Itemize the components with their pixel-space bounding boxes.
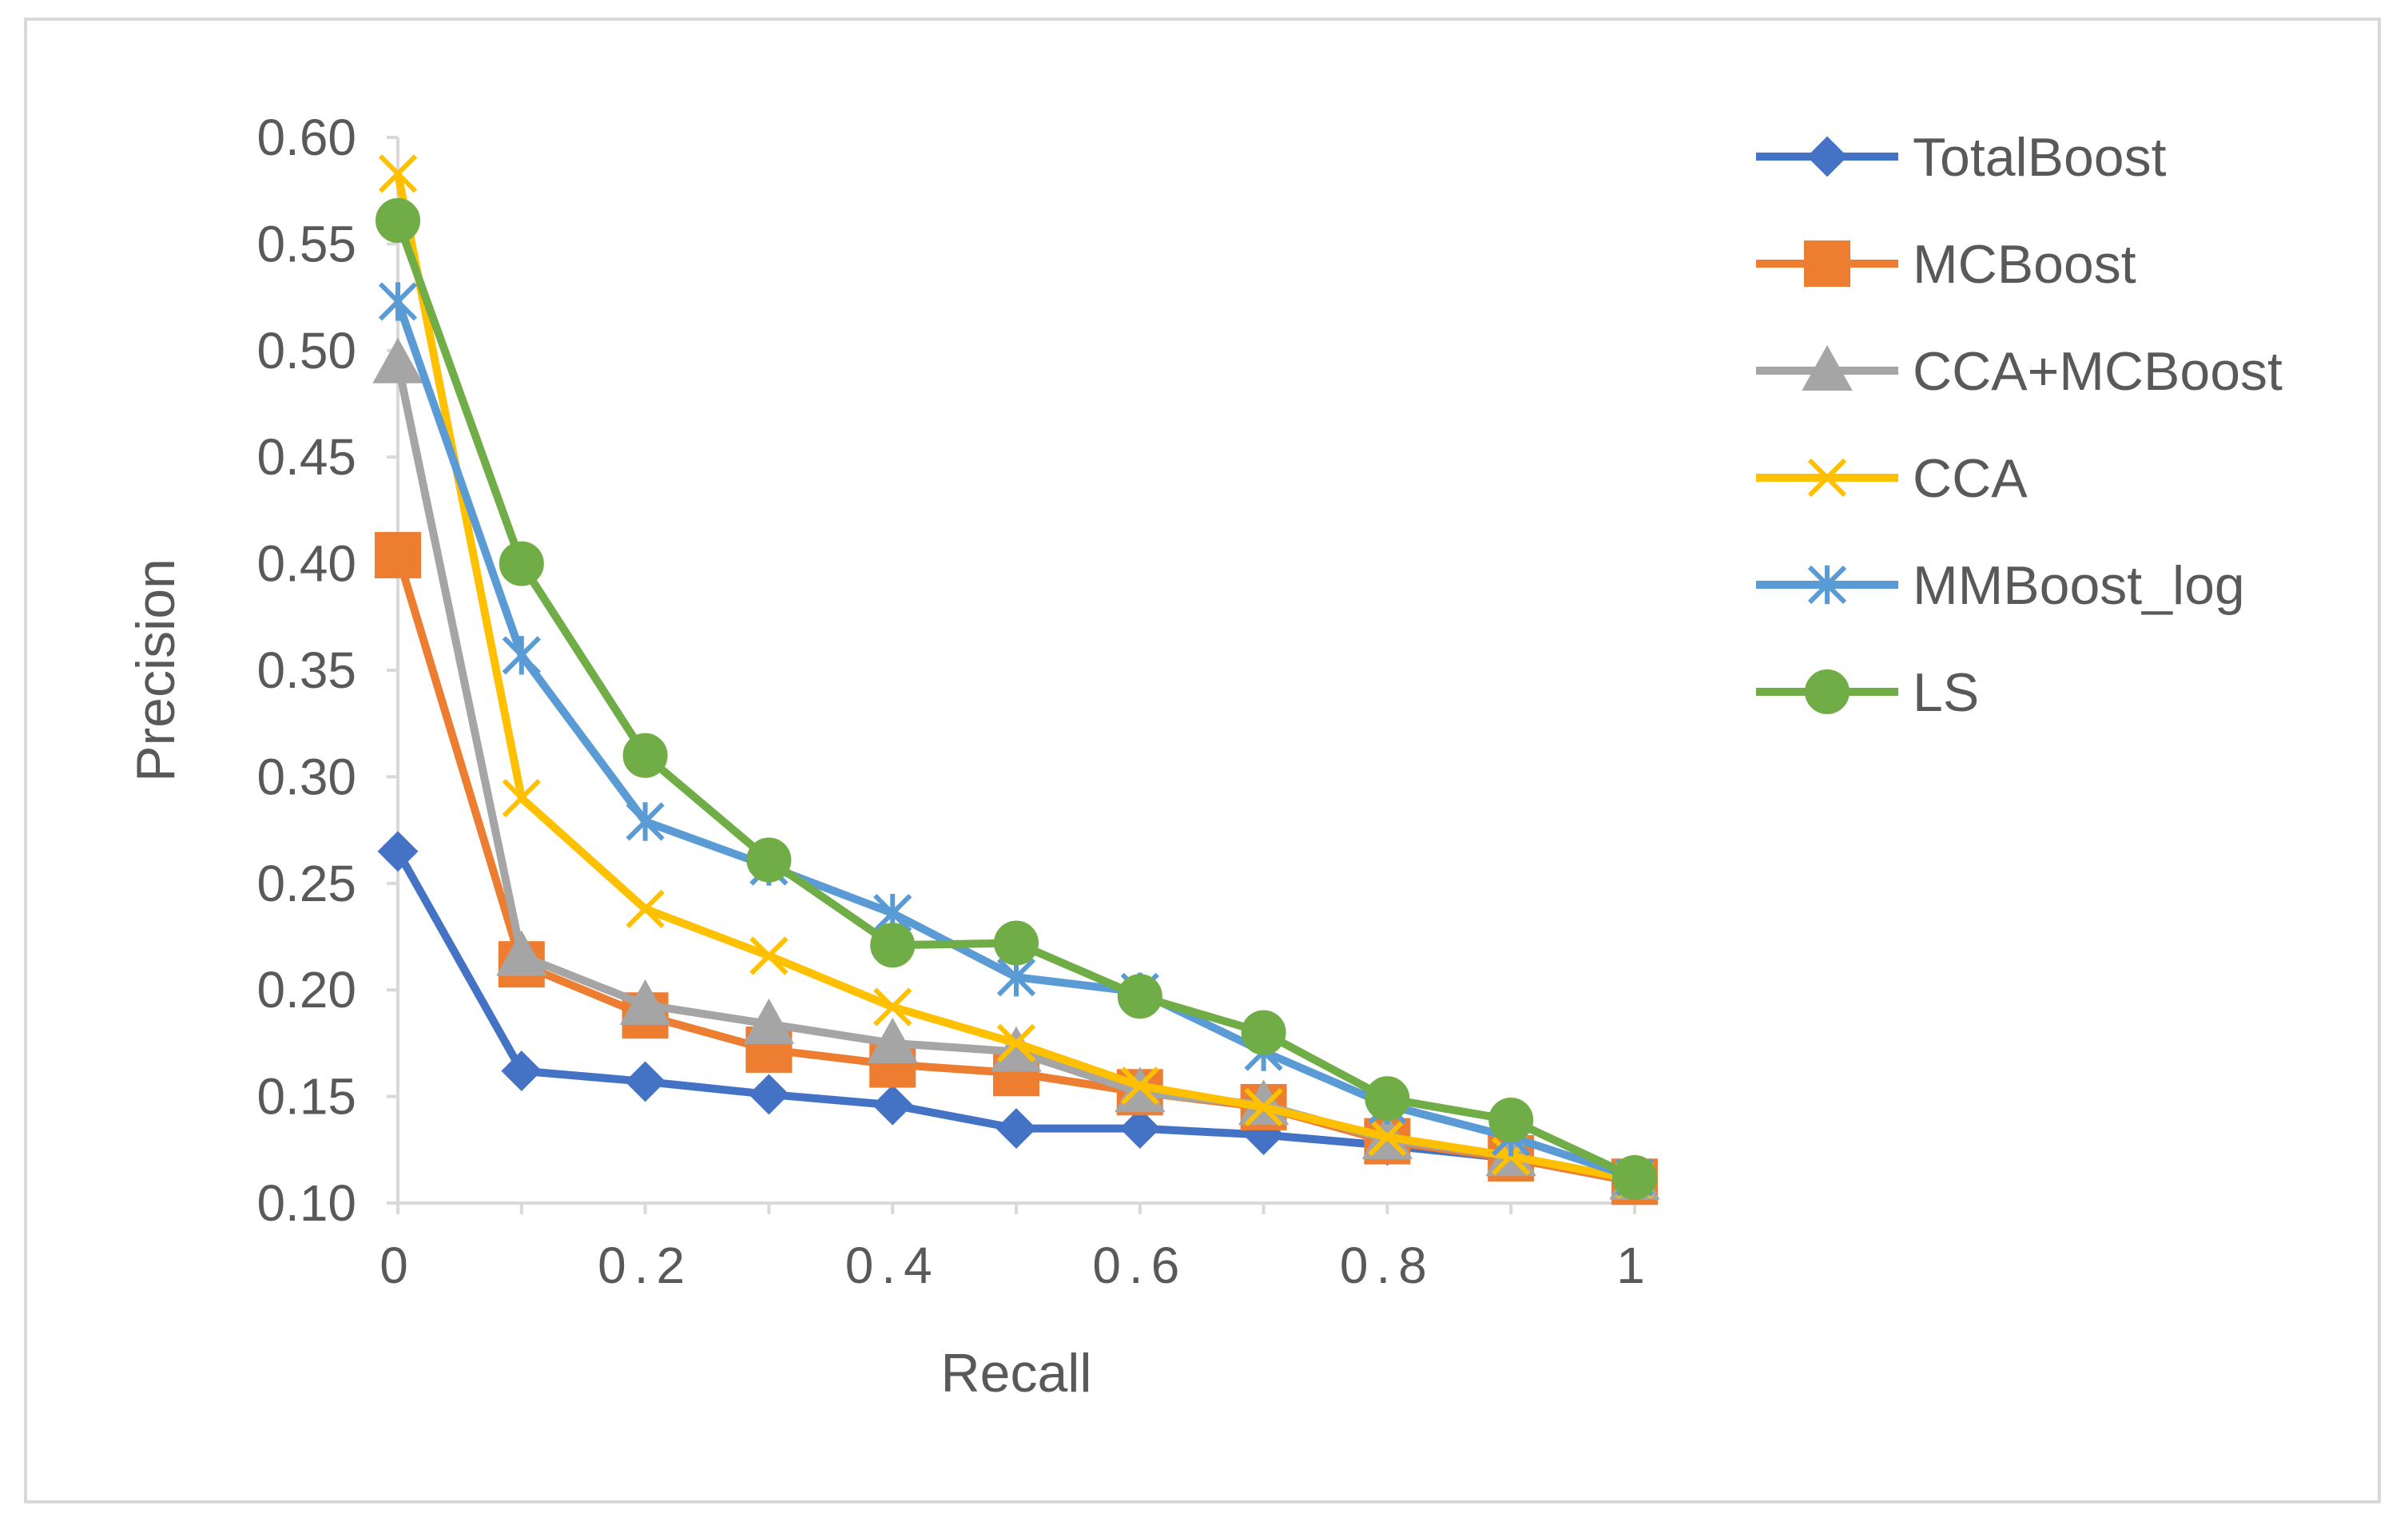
legend-item-ls: LS [1756,662,1979,723]
data-point-cca-mcboost [867,1017,918,1063]
x-tick-label: 0.2 [598,1237,693,1294]
data-point-cca [378,154,418,193]
legend-item-mmboost-log: MMBoost_log [1756,555,2245,616]
legend-item-cca: CCA [1756,448,2028,509]
y-tick-labels: 0.10 0.15 0.20 0.25 0.30 0.35 0.40 0.45 0.50 0.55… [256,109,398,1232]
legend-swatch-marker [1805,669,1850,714]
data-point-totalboost [748,1074,789,1115]
x-tick-label: 0.8 [1340,1237,1435,1294]
data-point-cca [502,778,541,818]
data-point-cca [1244,1087,1283,1127]
legend-item-mcboost: MCBoost [1756,234,2136,295]
y-tick-label: 0.35 [256,641,356,699]
data-point-cca [749,936,789,975]
data-point-ls [1241,1010,1286,1055]
legend: TotalBoost MCBoost CCA+MCBoost CCA MMBoost_l… [1756,127,2283,723]
legend-swatch-marker [1804,240,1850,287]
series-ls [376,198,1657,1200]
data-point-cca-mcboost [619,979,671,1025]
x-tick-labels: 0 0.2 0.4 0.6 0.8 1 [379,1203,1653,1294]
data-point-cca [626,889,665,928]
series-cca-mcboost [372,337,1660,1200]
data-point-cca-mcboost [372,337,423,383]
y-tick-label: 0.25 [256,855,356,912]
legend-label: CCA+MCBoost [1913,341,2283,402]
data-point-ls [870,923,916,968]
data-point-cca [996,1023,1036,1063]
data-point-ls [499,541,544,586]
data-point-totalboost [625,1061,666,1102]
y-tick-label: 0.45 [256,428,356,486]
data-point-totalboost [995,1108,1037,1150]
series-cca [378,154,1655,1199]
y-tick-label: 0.30 [256,748,356,805]
x-tick-label: 0 [379,1237,416,1294]
legend-label: TotalBoost [1913,127,2167,188]
y-tick-label: 0.40 [256,535,356,593]
y-tick-label: 0.10 [256,1174,356,1232]
x-tick-label: 1 [1616,1237,1653,1294]
data-point-ls [1365,1076,1410,1122]
legend-label: LS [1913,662,1979,723]
data-point-mmboost-log [378,282,418,321]
legend-label: CCA [1913,448,2028,509]
data-point-ls [1117,974,1162,1019]
legend-swatch-marker [1802,344,1853,391]
data-point-ls [1488,1097,1534,1142]
data-point-totalboost [377,831,419,872]
data-point-ls [622,733,668,778]
data-point-ls [994,920,1039,966]
y-tick-label: 0.20 [256,961,356,1019]
x-tick-label: 0.6 [1092,1237,1187,1294]
data-point-ls [376,198,420,244]
y-tick-label: 0.50 [256,322,356,379]
data-point-cca-mcboost [496,930,547,976]
data-point-cca [873,987,912,1027]
data-point-ls [1612,1154,1657,1200]
series-layer [372,154,1660,1205]
data-point-totalboost [1119,1108,1161,1150]
data-point-totalboost [872,1084,913,1126]
axes: 0.100.150.200.250.300.350.400.450.500.55… [256,109,1653,1294]
data-point-cca [1368,1118,1407,1157]
y-tick-label: 0.55 [256,215,356,272]
data-point-totalboost [501,1050,542,1091]
legend-swatch-marker [1806,136,1848,177]
y-tick-label: 0.60 [256,109,356,166]
legend-swatch-marker [1807,565,1847,605]
legend-label: MMBoost_log [1913,555,2245,616]
legend-item-totalboost: TotalBoost [1756,127,2167,188]
data-point-cca [1120,1066,1159,1106]
data-point-mcboost [375,531,421,578]
x-tick-label: 0.4 [845,1237,940,1294]
data-point-mmboost-log [626,802,665,841]
x-axis-title: Recall [941,1343,1092,1404]
data-point-mmboost-log [502,636,541,675]
legend-item-cca-mcboost: CCA+MCBoost [1756,341,2283,402]
data-point-cca-mcboost [743,998,795,1044]
y-axis-title: Precision [125,558,186,782]
legend-label: MCBoost [1913,234,2136,295]
data-point-ls [746,837,792,883]
legend-swatch-marker [1807,458,1847,498]
y-tick-label: 0.15 [256,1068,356,1126]
